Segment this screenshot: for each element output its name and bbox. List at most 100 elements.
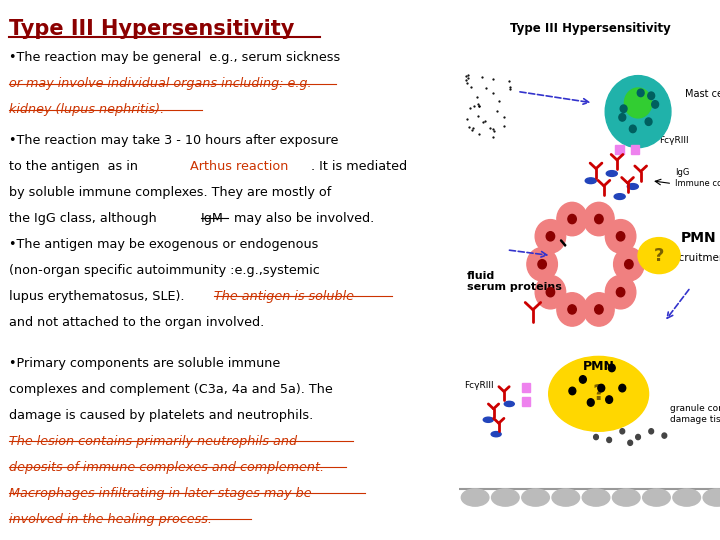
Circle shape bbox=[624, 88, 652, 118]
Text: fluid
serum proteins: fluid serum proteins bbox=[467, 271, 562, 292]
Circle shape bbox=[546, 232, 554, 241]
Ellipse shape bbox=[614, 194, 625, 199]
Ellipse shape bbox=[585, 178, 596, 184]
FancyBboxPatch shape bbox=[615, 145, 624, 154]
Circle shape bbox=[607, 437, 611, 442]
Circle shape bbox=[584, 293, 614, 326]
Circle shape bbox=[568, 305, 576, 314]
Text: FcγRIII: FcγRIII bbox=[659, 136, 689, 145]
Circle shape bbox=[620, 105, 627, 112]
Circle shape bbox=[620, 429, 625, 434]
Ellipse shape bbox=[613, 489, 640, 506]
Text: may also be involved.: may also be involved. bbox=[230, 212, 374, 225]
Ellipse shape bbox=[522, 489, 549, 506]
Ellipse shape bbox=[703, 489, 720, 506]
Text: ?: ? bbox=[654, 247, 665, 265]
Circle shape bbox=[569, 387, 576, 395]
Circle shape bbox=[561, 237, 611, 292]
Ellipse shape bbox=[549, 356, 649, 431]
Circle shape bbox=[652, 100, 659, 108]
Circle shape bbox=[613, 247, 644, 281]
Text: involved in the healing process.: involved in the healing process. bbox=[9, 512, 212, 525]
Text: •Primary components are soluble immune: •Primary components are soluble immune bbox=[9, 357, 280, 370]
Circle shape bbox=[649, 429, 654, 434]
Text: Type III Hypersensitivity: Type III Hypersensitivity bbox=[9, 19, 294, 39]
Circle shape bbox=[580, 376, 586, 383]
Circle shape bbox=[606, 76, 671, 147]
Text: The lesion contains primarily neutrophils and: The lesion contains primarily neutrophil… bbox=[9, 435, 297, 448]
Circle shape bbox=[636, 435, 640, 440]
Text: The antigen is soluble: The antigen is soluble bbox=[214, 290, 354, 303]
Circle shape bbox=[568, 214, 576, 224]
Text: (non-organ specific autoimmunity :e.g.,systemic: (non-organ specific autoimmunity :e.g.,s… bbox=[9, 264, 320, 277]
Circle shape bbox=[595, 214, 603, 224]
Text: granule contents
damage tissue: granule contents damage tissue bbox=[670, 404, 720, 424]
Text: to the antigen  as in: to the antigen as in bbox=[9, 160, 142, 173]
Text: Mast cell: Mast cell bbox=[685, 89, 720, 99]
Circle shape bbox=[619, 384, 626, 392]
Text: by soluble immune complexes. They are mostly of: by soluble immune complexes. They are mo… bbox=[9, 186, 331, 199]
Text: •The reaction may be general  e.g., serum sickness: •The reaction may be general e.g., serum… bbox=[9, 51, 340, 64]
Text: IgG
Immune complex: IgG Immune complex bbox=[675, 168, 720, 187]
Circle shape bbox=[606, 220, 636, 253]
Circle shape bbox=[535, 275, 566, 309]
Circle shape bbox=[629, 125, 636, 133]
Ellipse shape bbox=[582, 489, 610, 506]
Text: Arthus reaction: Arthus reaction bbox=[190, 160, 289, 173]
Circle shape bbox=[606, 275, 636, 309]
Text: damage is caused by platelets and neutrophils.: damage is caused by platelets and neutro… bbox=[9, 409, 313, 422]
Text: complexes and complement (C3a, 4a and 5a). The: complexes and complement (C3a, 4a and 5a… bbox=[9, 383, 333, 396]
Ellipse shape bbox=[492, 489, 519, 506]
Circle shape bbox=[645, 118, 652, 125]
Ellipse shape bbox=[552, 489, 580, 506]
FancyBboxPatch shape bbox=[522, 397, 530, 406]
Ellipse shape bbox=[504, 401, 514, 407]
Ellipse shape bbox=[491, 431, 501, 437]
Circle shape bbox=[546, 288, 554, 297]
Text: deposits of immune complexes and complement.: deposits of immune complexes and complem… bbox=[9, 461, 324, 474]
Text: and not attached to the organ involved.: and not attached to the organ involved. bbox=[9, 316, 264, 329]
Text: lupus erythematosus, SLE).: lupus erythematosus, SLE). bbox=[9, 290, 188, 303]
Circle shape bbox=[557, 293, 588, 326]
Ellipse shape bbox=[673, 489, 701, 506]
Circle shape bbox=[637, 89, 644, 97]
Text: ?: ? bbox=[593, 384, 605, 404]
Circle shape bbox=[606, 396, 613, 403]
Circle shape bbox=[662, 433, 667, 438]
Text: PMN: PMN bbox=[680, 231, 716, 245]
Circle shape bbox=[619, 113, 626, 121]
Circle shape bbox=[608, 364, 615, 372]
Circle shape bbox=[598, 384, 605, 392]
Text: •The antigen may be exogenous or endogenous: •The antigen may be exogenous or endogen… bbox=[9, 238, 318, 251]
Text: the IgG class, although: the IgG class, although bbox=[9, 212, 161, 225]
Circle shape bbox=[595, 305, 603, 314]
Ellipse shape bbox=[606, 171, 617, 177]
FancyBboxPatch shape bbox=[522, 383, 530, 391]
Text: or may involve individual organs including: e.g.: or may involve individual organs includi… bbox=[9, 77, 311, 90]
Ellipse shape bbox=[483, 417, 493, 422]
Circle shape bbox=[535, 220, 566, 253]
Text: IgM: IgM bbox=[201, 212, 224, 225]
Circle shape bbox=[557, 202, 588, 236]
FancyBboxPatch shape bbox=[631, 145, 639, 154]
Circle shape bbox=[584, 202, 614, 236]
Ellipse shape bbox=[627, 184, 639, 190]
Text: kidney (lupus nephritis).: kidney (lupus nephritis). bbox=[9, 103, 163, 116]
Circle shape bbox=[616, 288, 625, 297]
Circle shape bbox=[594, 435, 598, 440]
Circle shape bbox=[616, 232, 625, 241]
Circle shape bbox=[628, 440, 633, 445]
Circle shape bbox=[538, 260, 546, 269]
Text: FcγRIII: FcγRIII bbox=[464, 381, 494, 390]
Text: Type III Hypersensitivity: Type III Hypersensitivity bbox=[510, 22, 671, 35]
Text: Macrophages infiltrating in later stages may be: Macrophages infiltrating in later stages… bbox=[9, 487, 311, 500]
Circle shape bbox=[527, 247, 557, 281]
Ellipse shape bbox=[462, 489, 489, 506]
Circle shape bbox=[648, 92, 654, 99]
Circle shape bbox=[588, 399, 594, 406]
Circle shape bbox=[625, 260, 633, 269]
Text: •The reaction may take 3 - 10 hours after exposure: •The reaction may take 3 - 10 hours afte… bbox=[9, 134, 338, 147]
Ellipse shape bbox=[638, 238, 680, 274]
Ellipse shape bbox=[643, 489, 670, 506]
Text: recruitment: recruitment bbox=[667, 253, 720, 264]
